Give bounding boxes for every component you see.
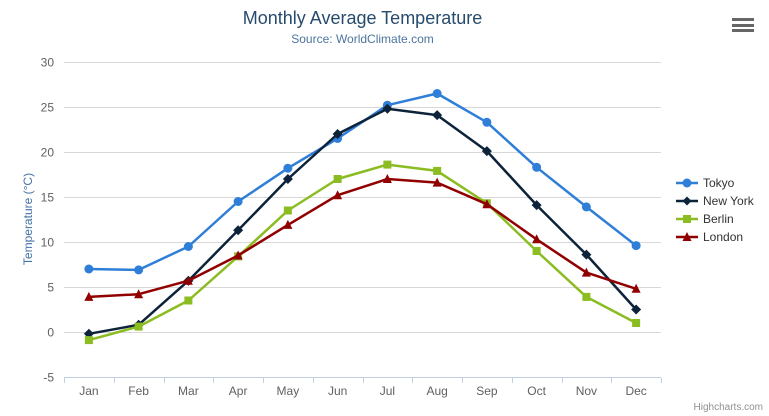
data-point-berlin[interactable] [84,336,93,345]
x-axis-category-label: Jul [380,384,395,398]
hamburger-menu-icon [732,18,754,32]
data-point-london[interactable] [84,291,94,301]
y-axis-tick-label: 25 [41,101,55,115]
legend-marker-triangle [676,232,698,241]
legend-item-berlin[interactable]: Berlin [676,212,754,226]
data-point-new-york[interactable] [631,304,642,315]
chart-title: Monthly Average Temperature [242,8,483,28]
x-axis-category-label: Jan [79,384,98,398]
y-axis-tick-label: 30 [41,56,55,70]
data-point-london[interactable] [382,174,392,183]
legend: Tokyo New York Berlin London [676,176,754,244]
data-point-new-york[interactable] [581,249,592,260]
x-axis-category-label: May [277,384,300,398]
x-axis-category-label: Feb [128,384,149,398]
data-point-tokyo[interactable] [482,117,492,127]
y-axis-tick-label: 15 [41,191,55,205]
legend-item-london[interactable]: London [676,230,754,244]
data-point-tokyo[interactable] [84,264,94,274]
x-axis-category-label: Aug [426,384,447,398]
data-point-berlin[interactable] [184,296,193,305]
data-point-london[interactable] [581,267,591,277]
data-point-tokyo[interactable] [283,163,293,173]
x-axis-category-label: Mar [178,384,199,398]
data-point-berlin[interactable] [582,292,591,301]
data-point-tokyo[interactable] [581,202,591,212]
x-axis-category-label: Sep [476,384,498,398]
data-point-berlin[interactable] [383,160,392,169]
x-axis-category-label: Oct [527,384,546,398]
x-axis-category-label: Nov [576,384,597,398]
series-line-tokyo[interactable] [87,92,638,272]
series-line-london[interactable] [87,177,638,299]
legend-marker-diamond [676,196,698,206]
series-line-new-york[interactable] [87,107,638,336]
legend-item-label: New York [703,194,754,208]
data-point-tokyo[interactable] [183,242,193,251]
data-point-london[interactable] [233,250,243,260]
chart-subtitle: Source: WorldClimate.com [291,32,434,46]
legend-item-new-york[interactable]: New York [676,194,754,208]
data-point-new-york[interactable] [481,146,492,157]
data-point-new-york[interactable] [531,200,542,211]
data-point-new-york[interactable] [382,103,393,114]
y-axis-tick-label: 0 [47,326,54,340]
context-menu-button[interactable] [732,18,754,32]
data-point-london[interactable] [532,234,542,244]
data-point-berlin[interactable] [134,322,143,331]
data-point-new-york[interactable] [233,225,244,236]
data-point-tokyo[interactable] [432,89,442,98]
legend-item-label: London [703,230,744,244]
data-point-london[interactable] [631,283,641,293]
data-point-new-york[interactable] [432,110,443,121]
legend-item-label: Berlin [703,212,734,226]
credits-link[interactable]: Highcharts.com [693,402,763,413]
hamburger-bar [732,18,754,21]
legend-marker-square [676,215,698,223]
data-point-london[interactable] [482,199,492,209]
x-axis-category-label: Dec [625,384,646,398]
y-axis-tick-label: 10 [41,236,55,250]
data-point-london[interactable] [333,190,343,200]
data-point-london[interactable] [432,177,442,187]
data-point-berlin[interactable] [333,175,342,183]
y-axis-tick-label: -5 [43,371,54,385]
data-point-berlin[interactable] [283,206,292,215]
legend-item-label: Tokyo [703,176,735,190]
data-point-berlin[interactable] [632,319,641,327]
hamburger-bar [732,29,754,32]
data-point-london[interactable] [183,275,193,285]
hamburger-bar [732,23,754,27]
x-axis-category-label: Jun [328,384,347,398]
data-point-tokyo[interactable] [532,162,542,172]
data-point-berlin[interactable] [532,247,541,255]
legend-marker-circle [676,178,698,188]
data-point-tokyo[interactable] [233,197,243,206]
data-point-tokyo[interactable] [631,241,641,251]
data-point-new-york[interactable] [282,174,293,184]
y-axis-tick-label: 20 [41,146,55,160]
data-point-new-york[interactable] [332,129,343,139]
data-point-berlin[interactable] [433,166,442,175]
data-point-london[interactable] [283,219,293,229]
data-point-london[interactable] [134,289,144,299]
data-point-tokyo[interactable] [134,265,144,275]
x-axis-category-label: Apr [229,384,248,398]
y-axis-tick-label: 5 [47,281,54,295]
legend-item-tokyo[interactable]: Tokyo [676,176,754,190]
series-line-berlin[interactable] [87,163,638,342]
